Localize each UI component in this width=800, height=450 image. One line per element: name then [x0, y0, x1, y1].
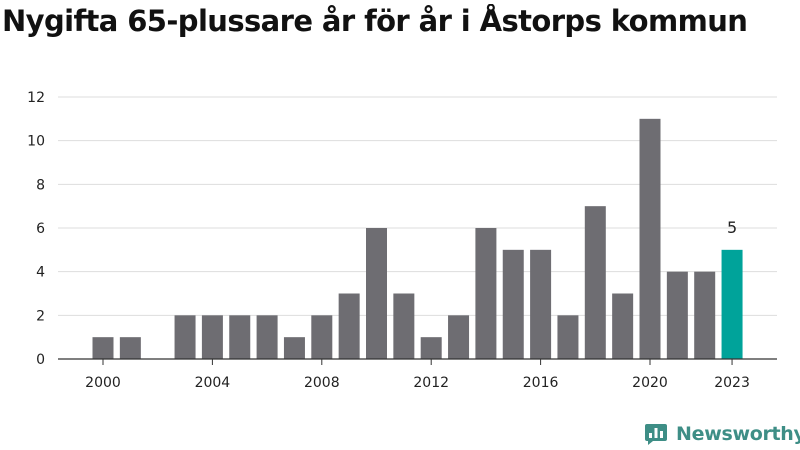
x-tick-label-2016: 2016 [523, 375, 559, 391]
bar-2022 [694, 271, 716, 359]
y-tick-label-10: 10 [27, 134, 45, 150]
y-tick-label-12: 12 [27, 90, 45, 106]
bar-2012 [420, 337, 442, 359]
bar-2011 [393, 293, 415, 359]
x-tick-label-2020: 2020 [632, 375, 668, 391]
bar-2003 [174, 315, 196, 359]
bar-2016 [530, 249, 552, 359]
bar-2006 [256, 315, 278, 359]
bar-2019 [612, 293, 634, 359]
y-tick-label-4: 4 [36, 265, 45, 281]
bar-2009 [338, 293, 360, 359]
bar-2020 [639, 118, 661, 359]
newsworthy-logo-icon [645, 424, 667, 445]
bar-2000 [92, 337, 114, 359]
bar-2007 [283, 337, 305, 359]
bar-2001 [119, 337, 141, 359]
bar-2017 [557, 315, 579, 359]
bar-2018 [584, 206, 606, 359]
x-tick-label-2004: 2004 [195, 375, 231, 391]
bar-2005 [229, 315, 251, 359]
chart-title: Nygifta 65-plussare år för år i Åstorps … [2, 4, 748, 38]
bar-2023 [721, 249, 743, 359]
bars [92, 118, 743, 359]
y-tick-label-6: 6 [36, 221, 45, 237]
x-tick-label-2012: 2012 [413, 375, 449, 391]
brand-logo: Newsworthy [644, 420, 800, 448]
x-tick-label-2008: 2008 [304, 375, 340, 391]
bar-2010 [366, 228, 387, 359]
y-tick-label-0: 0 [36, 352, 45, 368]
data-labels: 5 [727, 218, 737, 237]
bar-2013 [448, 315, 470, 359]
x-tick-label-2023: 2023 [714, 375, 750, 391]
x-axis: 2000 2004 2008 2012 2016 2020 2023 [58, 358, 777, 391]
y-axis-ticks: 0 2 4 6 8 10 12 [27, 90, 45, 368]
x-tick-label-2000: 2000 [85, 375, 121, 391]
bar-2004 [201, 315, 223, 359]
y-tick-label-2: 2 [36, 308, 45, 324]
bar-2015 [502, 249, 524, 359]
brand-name: Newsworthy [676, 423, 800, 445]
bar-2021 [666, 271, 688, 359]
bar-2008 [311, 315, 333, 359]
data-label-2023: 5 [727, 218, 737, 237]
y-tick-label-8: 8 [36, 177, 45, 193]
bar-2014 [475, 228, 497, 359]
